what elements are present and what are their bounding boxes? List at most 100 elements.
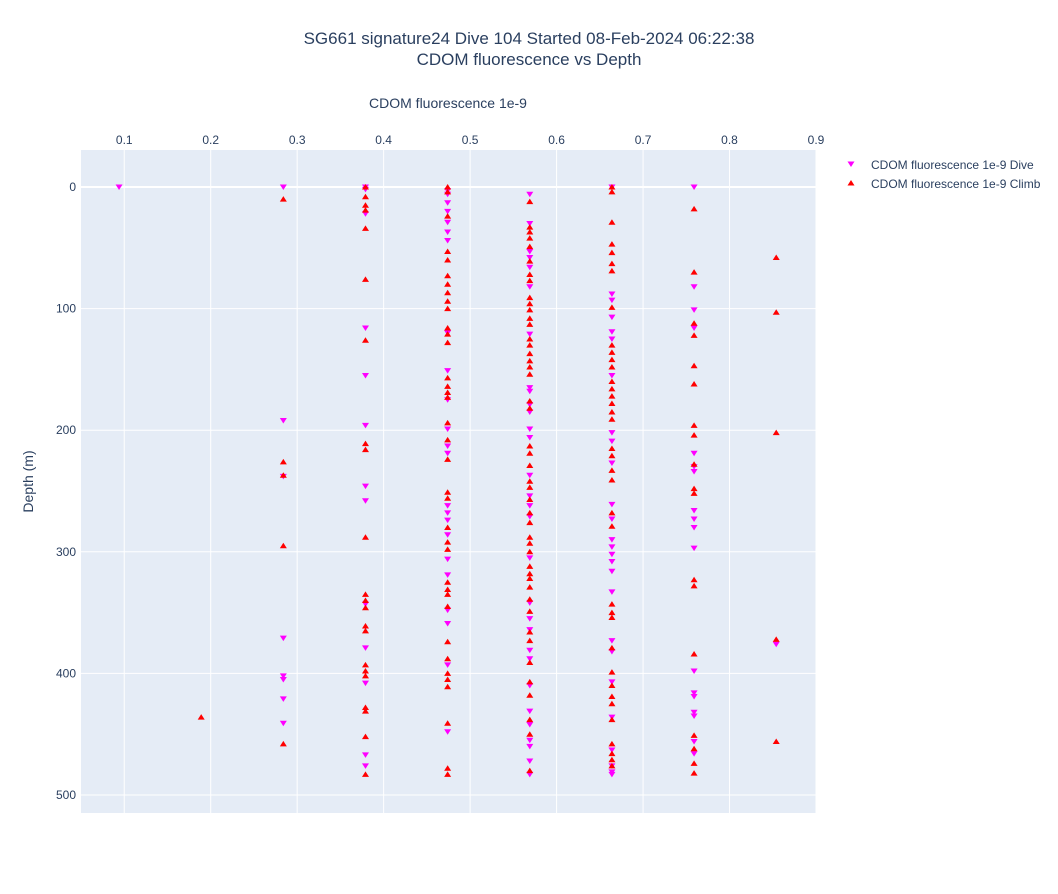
chart-title-line2: CDOM fluorescence vs Depth (416, 50, 642, 69)
dive-point (444, 450, 452, 457)
climb-point (690, 269, 698, 275)
climb-point (526, 271, 534, 278)
legend-item-dive[interactable]: CDOM fluorescence 1e-9 Dive (847, 158, 1035, 172)
y-tick-label: 200 (56, 423, 76, 437)
climb-point (526, 659, 534, 665)
climb-point (608, 363, 616, 370)
dive-point (608, 297, 616, 304)
climb-point (608, 700, 616, 707)
climb-point (608, 477, 616, 483)
climb-point (772, 254, 780, 261)
climb-point (608, 378, 616, 385)
climb-point (444, 289, 452, 296)
climb-point (690, 650, 698, 657)
climb-point (526, 496, 534, 503)
legend-item-climb[interactable]: CDOM fluorescence 1e-9 Climb (847, 177, 1041, 191)
climb-point (690, 362, 698, 369)
climb-point (444, 456, 452, 462)
climb-point (526, 519, 534, 526)
climb-point (690, 732, 698, 738)
climb-point (526, 363, 534, 370)
dive-point (444, 219, 452, 226)
dive-point (608, 516, 616, 522)
dive-point (361, 498, 369, 504)
dive-point (526, 493, 534, 499)
dive-point (361, 680, 369, 687)
climb-point (690, 576, 698, 583)
climb-point (526, 767, 534, 774)
climb-point (444, 188, 452, 195)
dive-point (526, 771, 534, 778)
climb-point (690, 332, 698, 338)
dive-point (361, 483, 369, 490)
climb-point (526, 484, 534, 490)
plot-area (81, 150, 816, 813)
dive-point (361, 325, 369, 332)
climb-point (608, 693, 616, 700)
climb-point (526, 224, 534, 230)
climb-point (608, 184, 616, 190)
climb-point (361, 591, 369, 597)
climb-point (608, 523, 616, 529)
x-tick-label: 0.5 (462, 133, 479, 147)
climb-point (526, 596, 534, 602)
data-points (115, 184, 780, 778)
climb-point (608, 408, 616, 415)
dive-point (444, 510, 452, 516)
climb-point (526, 357, 534, 364)
climb-point (608, 682, 616, 689)
climb-point (444, 248, 452, 254)
dive-point (526, 721, 534, 728)
dive-point (526, 683, 534, 689)
dive-point (690, 694, 698, 700)
legend[interactable]: CDOM fluorescence 1e-9 Dive CDOM fluores… (847, 158, 1041, 191)
x-tick-label: 0.1 (116, 133, 133, 147)
climb-point (526, 228, 534, 235)
dive-point (690, 184, 698, 190)
dive-point (608, 638, 616, 644)
climb-point (526, 629, 534, 635)
climb-point (526, 509, 534, 516)
x-tick-label: 0.8 (721, 133, 738, 147)
legend-label-climb: CDOM fluorescence 1e-9 Climb (871, 177, 1041, 191)
x-tick-labels: 0.1 0.2 0.3 0.4 0.5 0.6 0.7 0.8 0.9 (116, 133, 825, 147)
legend-marker-climb (847, 180, 855, 186)
climb-point (361, 672, 369, 679)
legend-marker-dive (847, 161, 855, 167)
climb-point (608, 756, 616, 763)
climb-point (608, 452, 616, 459)
dive-point (279, 696, 287, 702)
climb-point (526, 608, 534, 614)
climb-point (608, 445, 616, 451)
dive-point (690, 325, 698, 332)
dive-point (608, 559, 616, 565)
climb-point (526, 716, 534, 723)
dive-point (608, 372, 616, 379)
dive-point (444, 443, 452, 450)
climb-point (361, 534, 369, 540)
dive-point (361, 752, 369, 758)
dive-point (526, 656, 534, 662)
climb-point (608, 609, 616, 616)
x-axis-title: CDOM fluorescence 1e-9 (369, 95, 527, 111)
climb-point (444, 579, 452, 585)
climb-point (690, 432, 698, 438)
dive-point (444, 621, 452, 627)
climb-point (444, 419, 452, 426)
climb-point (444, 256, 452, 263)
climb-point (361, 276, 369, 282)
climb-point (690, 205, 698, 212)
dive-point (608, 649, 616, 655)
climb-point (772, 309, 780, 315)
dive-point (690, 307, 698, 313)
climb-point (526, 398, 534, 404)
dive-point (690, 469, 698, 475)
climb-point (279, 542, 287, 549)
climb-point (279, 472, 287, 478)
dive-point (690, 516, 698, 522)
chart-title: SG661 signature24 Dive 104 Started 08-Fe… (0, 28, 1058, 70)
dive-point (279, 673, 287, 679)
dive-point (690, 690, 698, 696)
climb-point (608, 342, 616, 348)
